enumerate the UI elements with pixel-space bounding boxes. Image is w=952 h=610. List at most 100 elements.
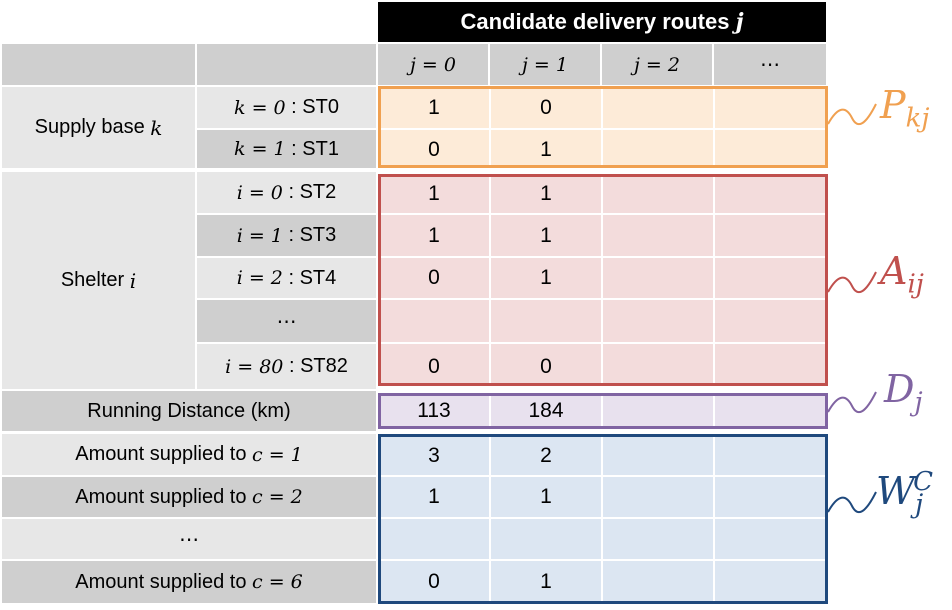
matrix-a-subscript: ij: [907, 269, 924, 300]
shelter-row-i0-station: ST2: [299, 181, 337, 203]
connector-a-tilde: [827, 271, 877, 294]
matrix-a-band: [378, 174, 828, 386]
shelter-row-i0-label: i = 0 : ST2: [197, 172, 376, 213]
supply-row-k1-station: ST1: [302, 137, 339, 160]
grid-vline-d3: [713, 396, 715, 426]
grid-vline-a1: [489, 177, 491, 383]
column-header-j1: j = 1: [490, 44, 600, 85]
value-cell-i1-j1: 1: [540, 223, 552, 247]
amount-row-c2-label: Amount supplied to c = 2: [2, 477, 376, 517]
amount-row-c2-var: c = 2: [252, 486, 303, 508]
shelter-var: i: [129, 268, 137, 293]
shelter-row-i2-label: i = 2 : ST4: [197, 258, 376, 298]
value-cell-c6-j0: 0: [428, 570, 440, 593]
grid-vline-w3: [713, 437, 715, 601]
value-cell-distance-j1: 184: [528, 399, 564, 422]
grid-vline-d2: [601, 396, 603, 426]
amount-row-ellipsis-label: ⋯: [2, 519, 376, 559]
value-cell-c2-j1: 1: [540, 485, 552, 508]
grid-hline-a4: [381, 342, 825, 344]
shelter-row-i1-label: i = 1 : ST3: [197, 215, 376, 256]
value-cell-c6-j1: 1: [540, 570, 552, 593]
amount-row-c6-var: c = 6: [252, 571, 303, 593]
shelter-row-i0-var: i = 0: [236, 181, 283, 204]
grid-vline-1: [489, 89, 491, 165]
matrix-p-subscript: kj: [905, 103, 930, 134]
matrix-w-symbol: W: [876, 469, 916, 513]
table-title-var: j: [735, 9, 744, 35]
supply-row-k1-var: k = 1: [234, 138, 286, 160]
matrix-p-band: [378, 86, 828, 168]
connector-p-tilde: [827, 103, 877, 126]
header-blank-2: [197, 44, 376, 85]
value-cell-i80-j1: 0: [540, 354, 552, 378]
header-blank-1: [2, 44, 195, 85]
connector-d-tilde: [827, 391, 877, 414]
shelter-group-label: Shelter i: [2, 172, 195, 389]
grid-hline-w2: [381, 517, 825, 519]
matrix-a-symbol: A: [880, 249, 908, 293]
grid-vline-2: [601, 89, 603, 165]
matrix-w-superscript: C: [913, 467, 934, 498]
value-cell-i1-j0: 1: [428, 223, 440, 247]
value-cell-k1-j0: 0: [428, 138, 440, 161]
supply-base-var: k: [150, 115, 163, 140]
amount-row-c1-var: c = 1: [252, 443, 303, 466]
value-cell-c2-j0: 1: [428, 485, 440, 508]
value-cell-distance-j0: 113: [417, 399, 451, 422]
grid-vline-w2: [601, 437, 603, 601]
grid-hline-a3: [381, 298, 825, 300]
supply-base-group-label: Supply base k: [2, 87, 195, 168]
amount-row-c2-text: Amount supplied to: [75, 485, 247, 508]
grid-vline-d1: [489, 396, 491, 426]
column-header-j0: j = 0: [378, 44, 488, 85]
supply-row-k0-station: ST0: [302, 96, 339, 118]
amount-row-c6-label: Amount supplied to c = 6: [2, 561, 376, 603]
matrix-d-band: [378, 393, 828, 429]
shelter-row-i1-var: i = 1: [236, 224, 283, 247]
value-cell-k0-j0: 1: [428, 95, 440, 119]
value-cell-i0-j0: 1: [428, 181, 440, 205]
matrix-a-label: Aij: [880, 249, 924, 298]
shelter-text: Shelter: [60, 269, 125, 291]
grid-hline-a2: [381, 256, 825, 258]
table-title: Candidate delivery routes j: [378, 2, 826, 42]
supply-base-text: Supply base: [34, 116, 145, 138]
matrix-w-subscript: j: [915, 489, 924, 520]
shelter-row-i2-station: ST4: [299, 266, 337, 289]
column-header-j2: j = 2: [602, 44, 712, 85]
value-cell-k1-j1: 1: [540, 138, 552, 161]
shelter-row-i2-var: i = 2: [236, 267, 283, 289]
grid-vline-a3: [713, 177, 715, 383]
value-cell-i0-j1: 1: [540, 181, 552, 205]
amount-row-c1-text: Amount supplied to: [75, 443, 247, 465]
amount-row-c1-label: Amount supplied to c = 1: [2, 434, 376, 475]
shelter-row-i80-label: i = 80 : ST82: [197, 344, 376, 389]
matrix-d-symbol: D: [884, 367, 915, 411]
grid-hline-w3: [381, 559, 825, 561]
matrix-p-label: Pkj: [880, 83, 929, 132]
grid-hline-a1: [381, 213, 825, 215]
supply-row-k1-label: k = 1 : ST1: [197, 130, 376, 168]
column-header-ellipsis: ⋯: [714, 44, 826, 85]
grid-vline-w1: [489, 437, 491, 601]
supply-row-k0-label: k = 0 : ST0: [197, 87, 376, 128]
grid-vline-3: [713, 89, 715, 165]
value-cell-i80-j0: 0: [428, 354, 440, 378]
value-cell-i2-j1: 1: [540, 266, 552, 289]
supply-row-k0-var: k = 0: [234, 96, 286, 119]
grid-hline-p: [381, 128, 825, 130]
connector-w-tilde: [827, 491, 877, 514]
amount-row-c6-text: Amount supplied to: [75, 570, 247, 593]
grid-vline-a2: [601, 177, 603, 383]
value-cell-i2-j0: 0: [428, 266, 440, 289]
matrix-d-label: Dj: [884, 367, 923, 416]
matrix-p-symbol: P: [880, 83, 906, 127]
grid-hline-w1: [381, 475, 825, 477]
matrix-w-label: WjC: [876, 469, 933, 517]
value-cell-c1-j1: 2: [540, 443, 552, 467]
value-cell-k0-j1: 0: [540, 95, 552, 119]
matrix-w-band: [378, 434, 828, 604]
shelter-row-ellipsis-label: ⋯: [197, 300, 376, 342]
value-cell-c1-j0: 3: [428, 443, 440, 467]
